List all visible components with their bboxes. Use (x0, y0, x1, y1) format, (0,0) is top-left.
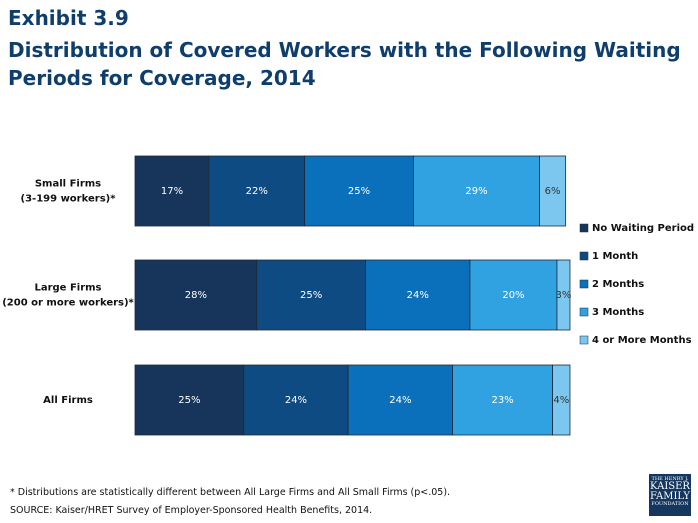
legend-label: 4 or More Months (592, 335, 692, 346)
category-label: Small Firms (35, 179, 101, 190)
value-label: 29% (465, 186, 487, 197)
legend-label: 3 Months (592, 307, 644, 318)
bar-segment (134, 259, 258, 331)
bar-segment (556, 259, 571, 331)
bar-segment (552, 364, 571, 436)
value-label: 25% (178, 395, 200, 406)
legend-label: 1 Month (592, 251, 638, 262)
category-label: (3-199 workers)* (21, 194, 117, 205)
legend-swatch (579, 279, 589, 289)
value-label: 25% (348, 186, 370, 197)
bar-segment (539, 155, 567, 227)
value-label: 24% (407, 290, 429, 301)
value-label: 3% (556, 290, 572, 301)
legend-label: No Waiting Period (592, 223, 694, 234)
value-label: 24% (389, 395, 411, 406)
value-label: 6% (545, 186, 561, 197)
chart-title: Distribution of Covered Workers with the… (8, 38, 681, 90)
bar-segment (208, 155, 306, 227)
bar-segment (243, 364, 349, 436)
category-label: (200 or more workers)* (2, 298, 134, 309)
logo-text: KAISER (650, 481, 690, 492)
bar-segment (134, 364, 245, 436)
value-label: 25% (300, 290, 322, 301)
footnote: * Distributions are statistically differ… (10, 487, 451, 498)
value-label: 28% (185, 290, 207, 301)
legend-swatch (579, 307, 589, 317)
exhibit: Exhibit 3.9 (8, 6, 129, 30)
bar-segment (256, 259, 366, 331)
bar-segment (365, 259, 471, 331)
legend-swatch (579, 251, 589, 261)
value-label: 22% (246, 186, 268, 197)
value-label: 4% (553, 395, 569, 406)
logo: THE HENRY J. KAISER FAMILY FOUNDATION (649, 474, 691, 516)
value-label: 23% (491, 395, 513, 406)
logo-text: FOUNDATION (651, 501, 689, 507)
value-label: 24% (285, 395, 307, 406)
category-label: All Firms (43, 395, 93, 406)
source: SOURCE: Kaiser/HRET Survey of Employer-S… (10, 505, 373, 516)
bar-segment (304, 155, 414, 227)
bar-segment (347, 364, 453, 436)
logo-text: FAMILY (649, 491, 691, 502)
value-label: 17% (161, 186, 183, 197)
legend-swatch (579, 335, 589, 345)
value-label: 20% (502, 290, 524, 301)
category-label: Large Firms (34, 283, 101, 294)
bar-segment (469, 259, 558, 331)
logo-text: THE HENRY J. (651, 476, 689, 482)
legend-swatch (579, 223, 589, 233)
bar-segment (452, 364, 553, 436)
bar-segment (412, 155, 540, 227)
legend-label: 2 Months (592, 279, 644, 290)
